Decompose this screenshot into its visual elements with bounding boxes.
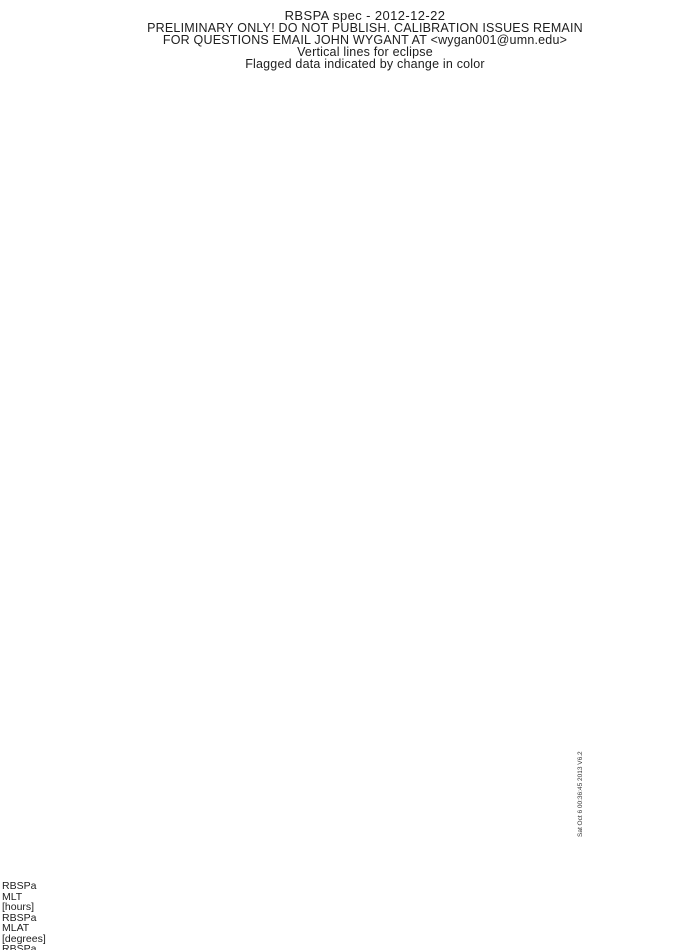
page-title: RBSPA spec - 2012-12-22 <box>284 8 446 23</box>
flagged-data-note: Flagged data indicated by change in colo… <box>245 57 485 71</box>
axis-var-label: RBSPa <box>2 943 37 950</box>
panel-kyoto-ae <box>135 90 578 148</box>
preliminary-note: PRELIMINARY ONLY! DO NOT PUBLISH. CALIBR… <box>147 21 583 35</box>
bottom-axis-variable-labels: RBSPa MLT [hours] RBSPa MLAT [degrees] R… <box>2 881 46 950</box>
axis-var-label: [degrees] <box>2 932 46 945</box>
axis-var-label: MLT <box>2 890 23 903</box>
contact-note: FOR QUESTIONS EMAIL JOHN WYGANT AT <wyga… <box>162 33 568 47</box>
axis-var-label: RBSPa <box>2 880 37 892</box>
axis-var-label: RBSPa <box>2 911 37 924</box>
creation-timestamp: Sat Oct 6 00:36:45 2013 V6.2 <box>577 751 584 837</box>
axis-var-label: MLAT <box>2 922 30 934</box>
axis-var-label: [hours] <box>2 901 35 913</box>
eclipse-note: Vertical lines for eclipse <box>297 45 433 59</box>
